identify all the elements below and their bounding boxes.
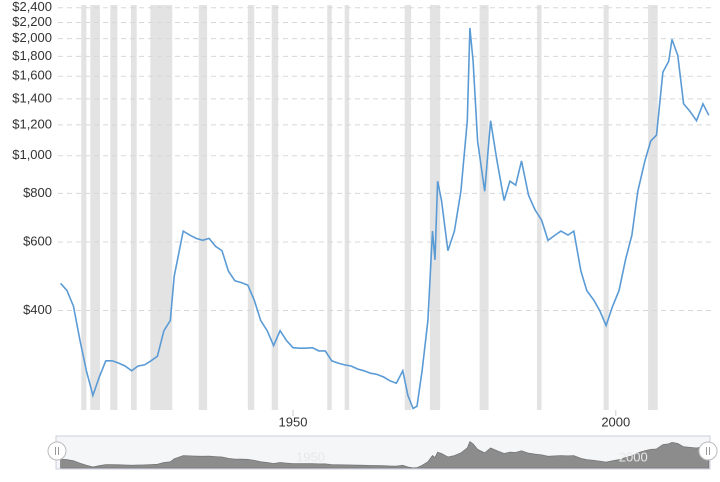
recession-band: [90, 5, 100, 410]
recession-band: [479, 5, 489, 410]
price-line: [59, 27, 710, 410]
y-tick-label: $400: [23, 302, 52, 317]
recession-band: [110, 5, 118, 410]
navigator-handle[interactable]: [698, 441, 718, 461]
y-tick-label: $1,200: [12, 116, 52, 131]
navigator-handle[interactable]: [47, 441, 67, 461]
y-tick-label: $2,400: [12, 0, 52, 14]
recession-band: [271, 5, 279, 410]
plot-layer: [59, 27, 710, 410]
recession-band: [648, 5, 658, 410]
recession-band: [130, 5, 137, 410]
navigator[interactable]: 1950 2000: [47, 435, 718, 470]
recession-band: [198, 5, 208, 410]
recession-band: [150, 5, 173, 410]
recession-band: [429, 5, 441, 410]
y-tick-label: $1,000: [12, 147, 52, 162]
recession-band: [537, 5, 542, 410]
recession-band: [344, 5, 350, 410]
navigator-area: [60, 440, 710, 469]
y-tick-label: $1,800: [12, 48, 52, 63]
y-tick-label: $2,200: [12, 14, 52, 29]
x-tick-label: 2000: [601, 414, 630, 429]
navigator-tick-label: 2000: [619, 449, 648, 464]
y-tick-label: $1,400: [12, 90, 52, 105]
x-tick-label: 1950: [279, 414, 308, 429]
recession-band: [81, 5, 87, 410]
recession-band: [603, 5, 609, 410]
recession-band: [247, 5, 255, 410]
recession-layer: [81, 5, 658, 410]
recession-band: [404, 5, 412, 410]
navigator-tick-label: 1950: [296, 449, 325, 464]
grid-layer: $400 $600 $800 $1,000 $1,200 $1,400 $1,600 $1,8…: [12, 0, 712, 429]
y-tick-label: $1,600: [12, 68, 52, 83]
y-tick-label: $2,000: [12, 30, 52, 45]
y-tick-label: $600: [23, 233, 52, 248]
y-tick-label: $800: [23, 185, 52, 200]
recession-band: [327, 5, 332, 410]
